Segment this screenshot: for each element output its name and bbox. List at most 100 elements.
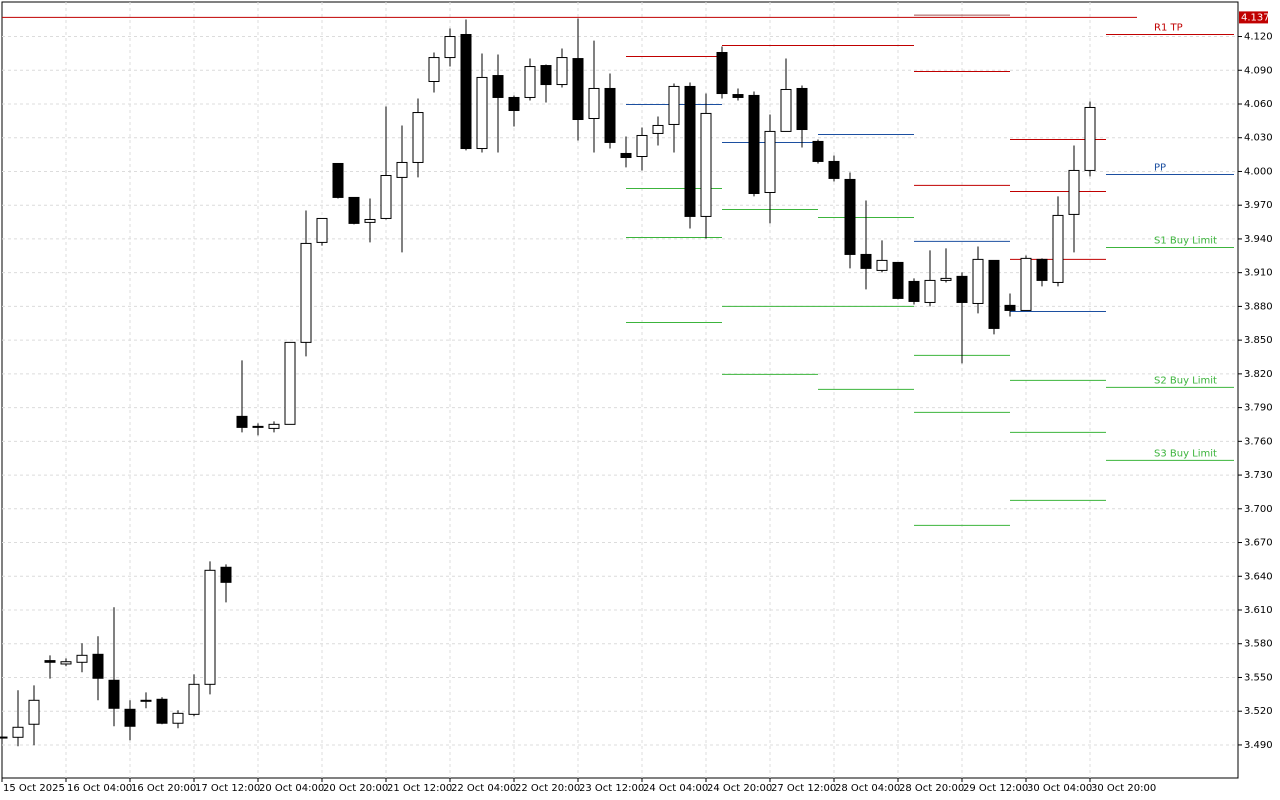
candle-body	[1036, 258, 1048, 281]
x-tick-label: 16 Oct 20:00	[131, 783, 196, 794]
candle-body	[236, 415, 248, 428]
y-tick-label: 3.820	[1244, 369, 1273, 380]
candle-body	[1084, 106, 1096, 171]
candle-body	[940, 277, 952, 281]
candle-body	[876, 259, 888, 271]
x-tick-label: 29 Oct 12:00	[963, 783, 1028, 794]
x-tick-label: 28 Oct 20:00	[899, 783, 964, 794]
candle-body	[476, 76, 488, 150]
current-price-label: 4.137	[1241, 12, 1270, 23]
current-price-box	[1239, 11, 1268, 24]
y-tick-label: 3.700	[1244, 504, 1273, 515]
y-tick-label: 4.120	[1244, 32, 1273, 43]
candle-body	[332, 162, 344, 198]
candle-body	[524, 66, 536, 98]
candle-body	[860, 253, 872, 269]
candle-body	[172, 712, 184, 724]
y-tick-label: 3.490	[1244, 740, 1273, 751]
y-tick-label: 3.670	[1244, 538, 1273, 549]
candle-body	[1020, 257, 1032, 311]
candle-body	[508, 96, 520, 112]
candle-body	[60, 661, 72, 665]
candle-body	[556, 57, 568, 86]
candle-body	[444, 36, 456, 59]
candle-body	[76, 654, 88, 663]
candle-body	[908, 280, 920, 302]
candles	[0, 18, 1096, 747]
x-tick-label: 22 Oct 20:00	[515, 783, 580, 794]
y-tick-label: 4.000	[1244, 166, 1273, 177]
x-tick-label: 28 Oct 04:00	[835, 783, 900, 794]
candle-body	[668, 85, 680, 125]
candle-body	[204, 569, 216, 685]
candle-body	[460, 33, 472, 150]
candle-body	[284, 341, 296, 425]
y-tick-label: 4.030	[1244, 133, 1273, 144]
candle-body	[812, 140, 824, 162]
y-tick-label: 3.610	[1244, 605, 1273, 616]
candle-body	[316, 217, 328, 243]
candle-body	[780, 88, 792, 132]
candle-body	[1068, 169, 1080, 215]
plot-frame	[1, 1, 1239, 779]
x-tick-label: 20 Oct 20:00	[323, 783, 388, 794]
y-tick-label: 4.060	[1244, 99, 1273, 110]
candle-body	[188, 683, 200, 715]
candle-body	[732, 94, 744, 98]
candle-body	[396, 161, 408, 178]
candle-body	[348, 196, 360, 224]
y-tick-label: 3.550	[1244, 672, 1273, 683]
candle-body	[956, 275, 968, 303]
candle-body	[620, 152, 632, 159]
candle-body	[364, 218, 376, 223]
x-tick-label: 20 Oct 04:00	[259, 783, 324, 794]
candle-body	[716, 51, 728, 95]
candle-body	[828, 160, 840, 179]
y-tick-label: 3.640	[1244, 571, 1273, 582]
candle-body	[28, 699, 40, 725]
x-tick-label: 21 Oct 12:00	[387, 783, 452, 794]
candle-body	[604, 87, 616, 143]
candle-body	[268, 423, 280, 429]
x-tick-label: 24 Oct 20:00	[707, 783, 772, 794]
x-tick-label: 22 Oct 04:00	[451, 783, 516, 794]
y-tick-label: 3.730	[1244, 470, 1273, 481]
pivot-label: PP	[1154, 162, 1166, 173]
candle-body	[44, 660, 56, 663]
candle-body	[428, 57, 440, 83]
candle-body	[684, 85, 696, 217]
x-tick-label: 23 Oct 12:00	[579, 783, 644, 794]
candle-body	[700, 112, 712, 217]
candle-body	[380, 175, 392, 219]
candle-body	[652, 124, 664, 134]
y-tick-label: 4.090	[1244, 65, 1273, 76]
candle-body	[892, 261, 904, 299]
candle-body	[492, 75, 504, 98]
candle-body	[12, 726, 24, 738]
candle-body	[924, 279, 936, 303]
x-tick-label: 30 Oct 20:00	[1091, 783, 1156, 794]
candle-body	[844, 178, 856, 255]
candle-body	[1052, 214, 1064, 283]
candle-body	[0, 736, 8, 739]
y-tick-label: 3.520	[1244, 706, 1273, 717]
pivot-label: S3 Buy Limit	[1154, 448, 1217, 459]
candle-body	[412, 112, 424, 163]
candle-body	[92, 653, 104, 679]
candle-body	[764, 130, 776, 193]
candle-body	[140, 699, 152, 702]
y-tick-label: 3.580	[1244, 639, 1273, 650]
x-tick-label: 30 Oct 04:00	[1027, 783, 1092, 794]
candle-body	[156, 698, 168, 724]
candle-body	[636, 134, 648, 158]
axes: 4.120 4.090 4.060 4.030 4.000 3.970 3.940 3.910…	[1, 11, 1273, 794]
y-tick-label: 3.760	[1244, 436, 1273, 447]
candle-body	[796, 87, 808, 131]
candle-body	[540, 65, 552, 86]
y-tick-label: 3.970	[1244, 200, 1273, 211]
candle-body	[1004, 304, 1016, 311]
pivot-label: R1 TP	[1154, 22, 1183, 33]
candle-body	[108, 679, 120, 709]
